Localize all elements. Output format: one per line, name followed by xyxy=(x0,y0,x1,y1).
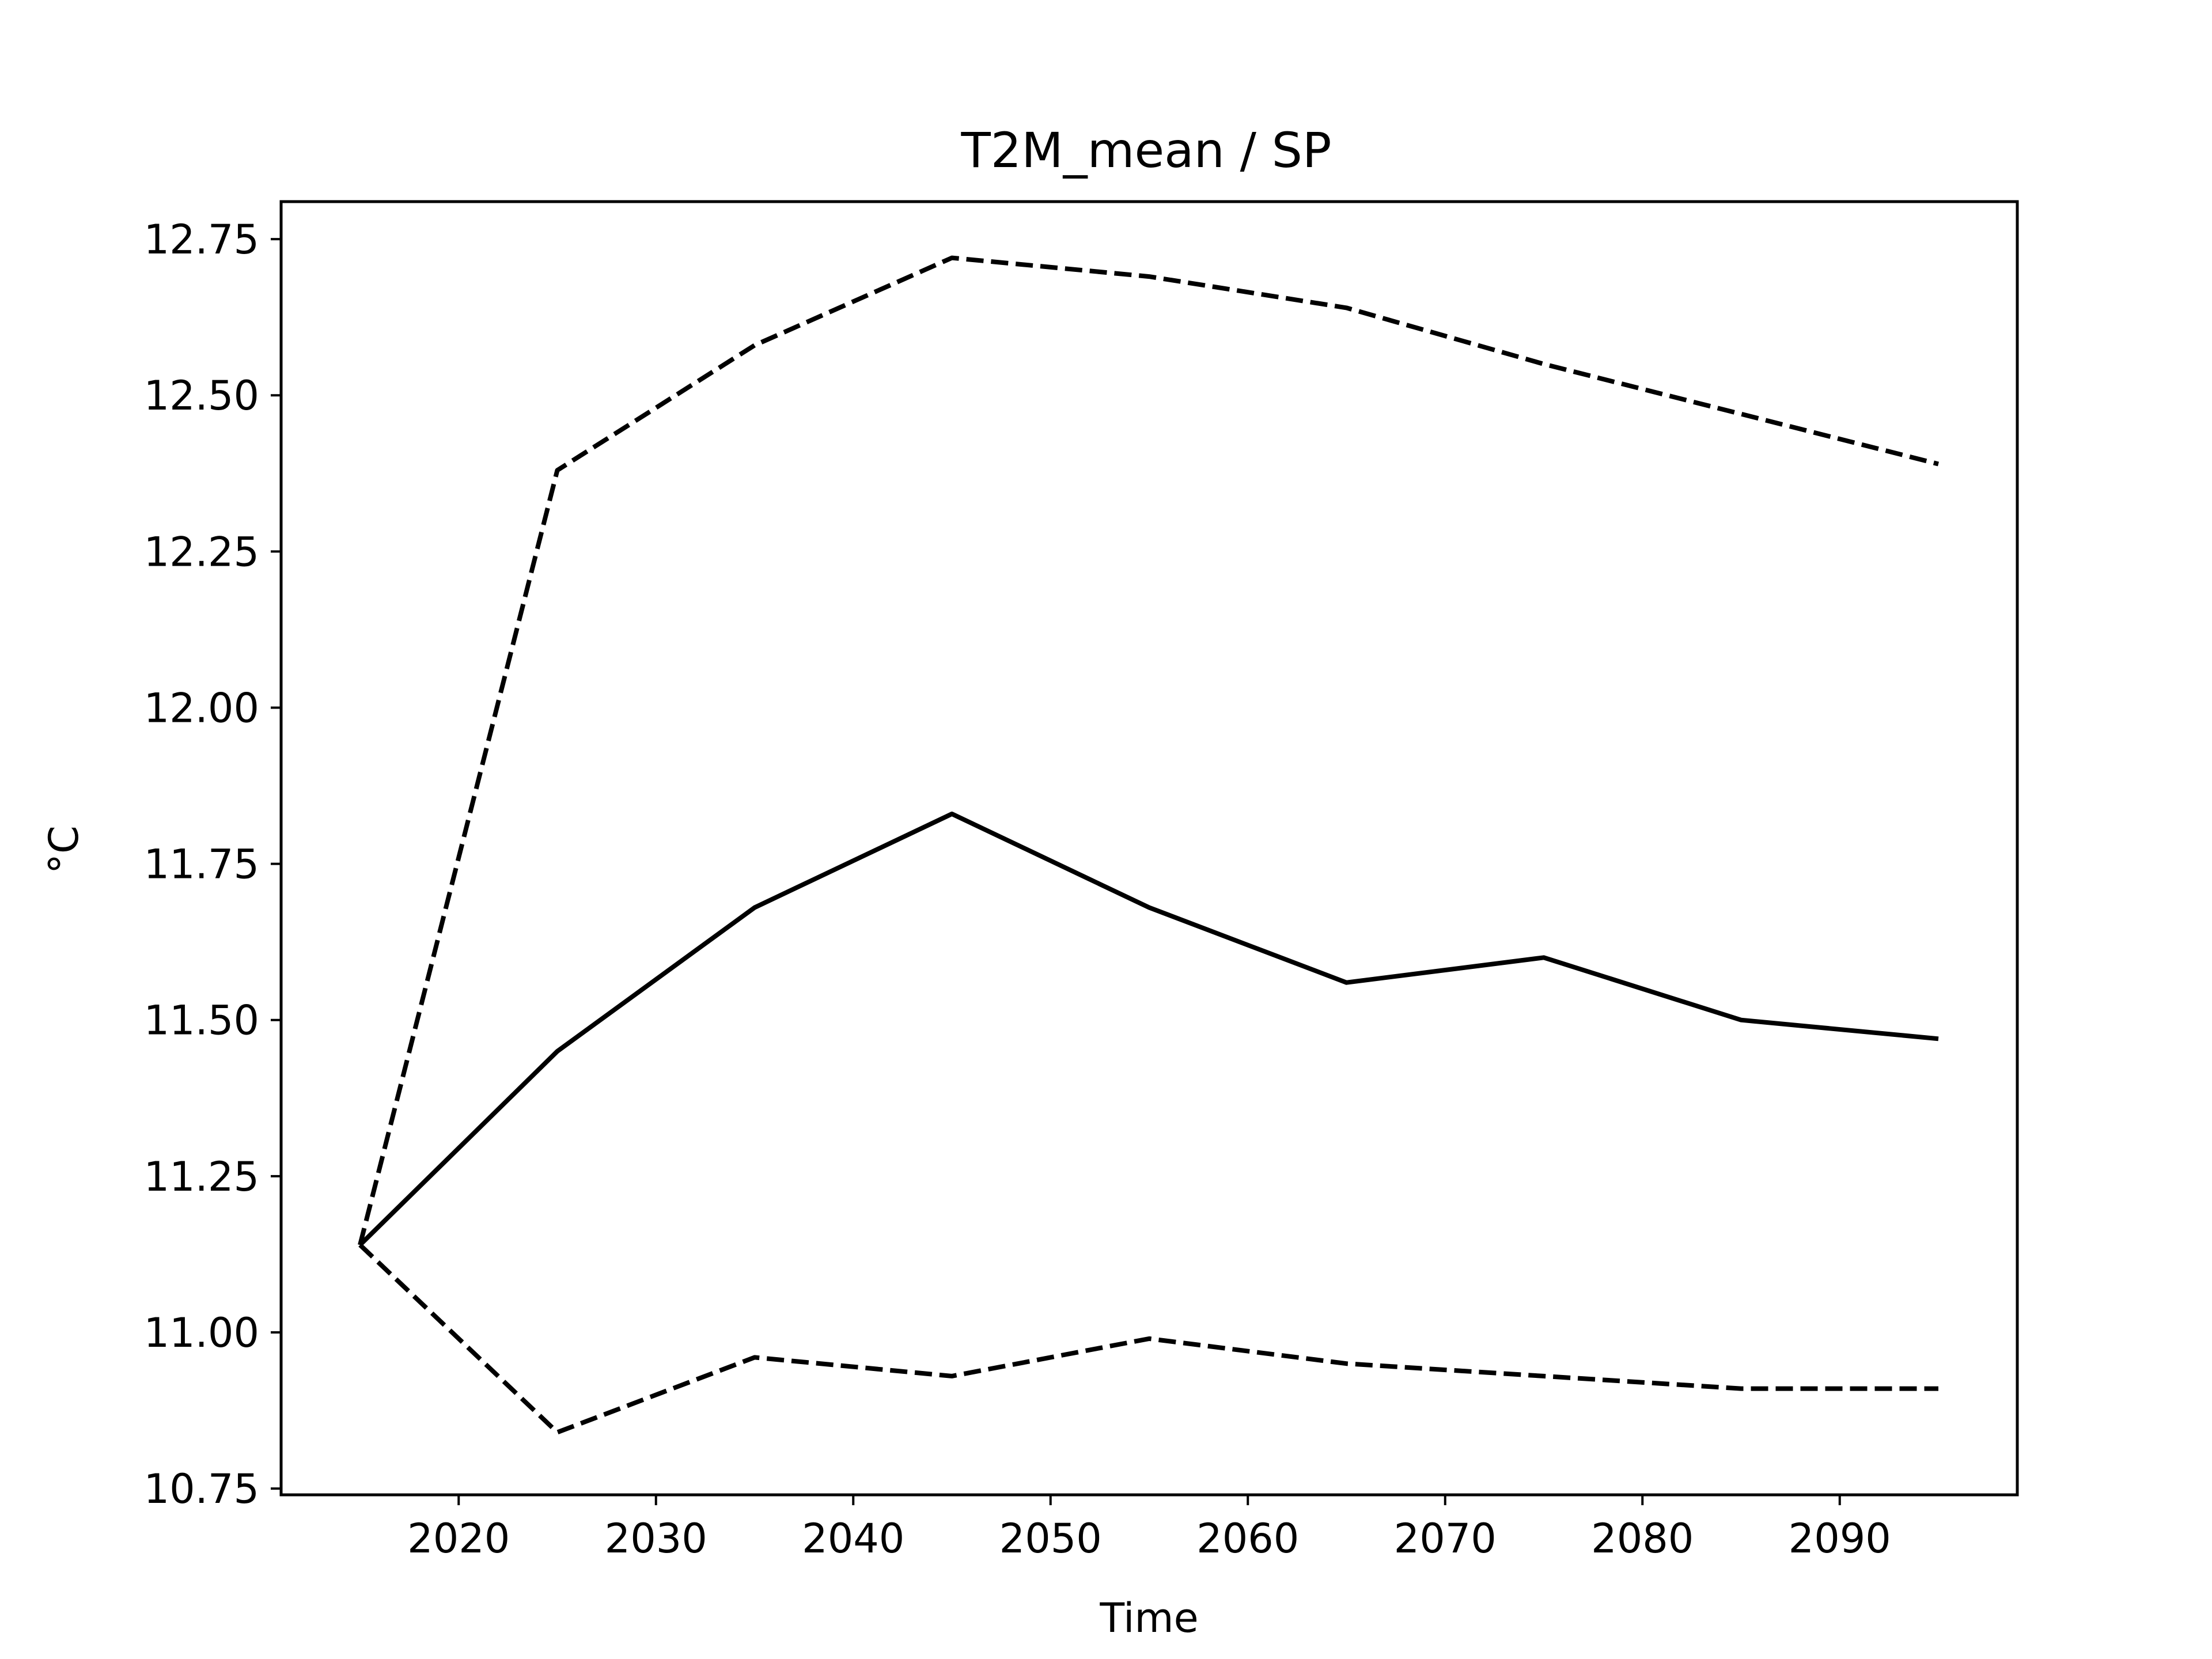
dashed-series-line-2 xyxy=(358,1243,1938,1435)
x-tick-label: 2070 xyxy=(1394,1515,1497,1562)
solid-series-line-1 xyxy=(358,811,1939,1247)
y-tick-label: 10.75 xyxy=(144,1465,259,1513)
y-tick-label: 12.75 xyxy=(144,216,259,263)
x-tick-label: 2080 xyxy=(1591,1515,1694,1562)
y-tick-label: 12.25 xyxy=(144,528,259,575)
y-tick-label: 11.25 xyxy=(144,1153,259,1200)
x-tick-label: 2040 xyxy=(802,1515,904,1562)
dashed-series-line-0 xyxy=(358,255,1939,1246)
plot-frame xyxy=(279,200,2019,1497)
y-axis: 10.75 11.00 11.25 11.50 11.75 12.00 12.25 12.50… xyxy=(144,216,281,1513)
y-tick-label: 11.00 xyxy=(144,1309,259,1357)
y-tick-label: 11.75 xyxy=(144,841,259,888)
y-tick-label: 11.50 xyxy=(144,997,259,1044)
x-axis-label: Time xyxy=(1099,1594,1198,1642)
x-tick-label: 2030 xyxy=(605,1515,707,1562)
chart-title: T2M_mean / SP xyxy=(960,122,1331,179)
series-layer xyxy=(358,255,1939,1435)
x-tick-label: 2020 xyxy=(407,1515,510,1562)
x-tick-label: 2060 xyxy=(1196,1515,1299,1562)
y-tick-label: 12.50 xyxy=(144,372,259,419)
y-axis-label: °C xyxy=(40,825,88,874)
y-tick-label: 12.00 xyxy=(144,684,259,732)
x-tick-label: 2090 xyxy=(1789,1515,1891,1562)
x-tick-label: 2050 xyxy=(999,1515,1102,1562)
x-axis: 2020 2030 2040 2050 2060 2070 2080 2090 xyxy=(407,1495,1891,1562)
